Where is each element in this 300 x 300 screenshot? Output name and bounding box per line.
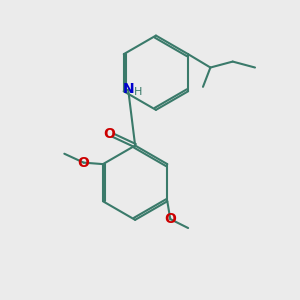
Text: O: O — [164, 212, 176, 226]
Text: O: O — [103, 127, 115, 141]
Text: N: N — [123, 82, 135, 96]
Text: H: H — [134, 87, 142, 97]
Text: O: O — [78, 156, 90, 170]
